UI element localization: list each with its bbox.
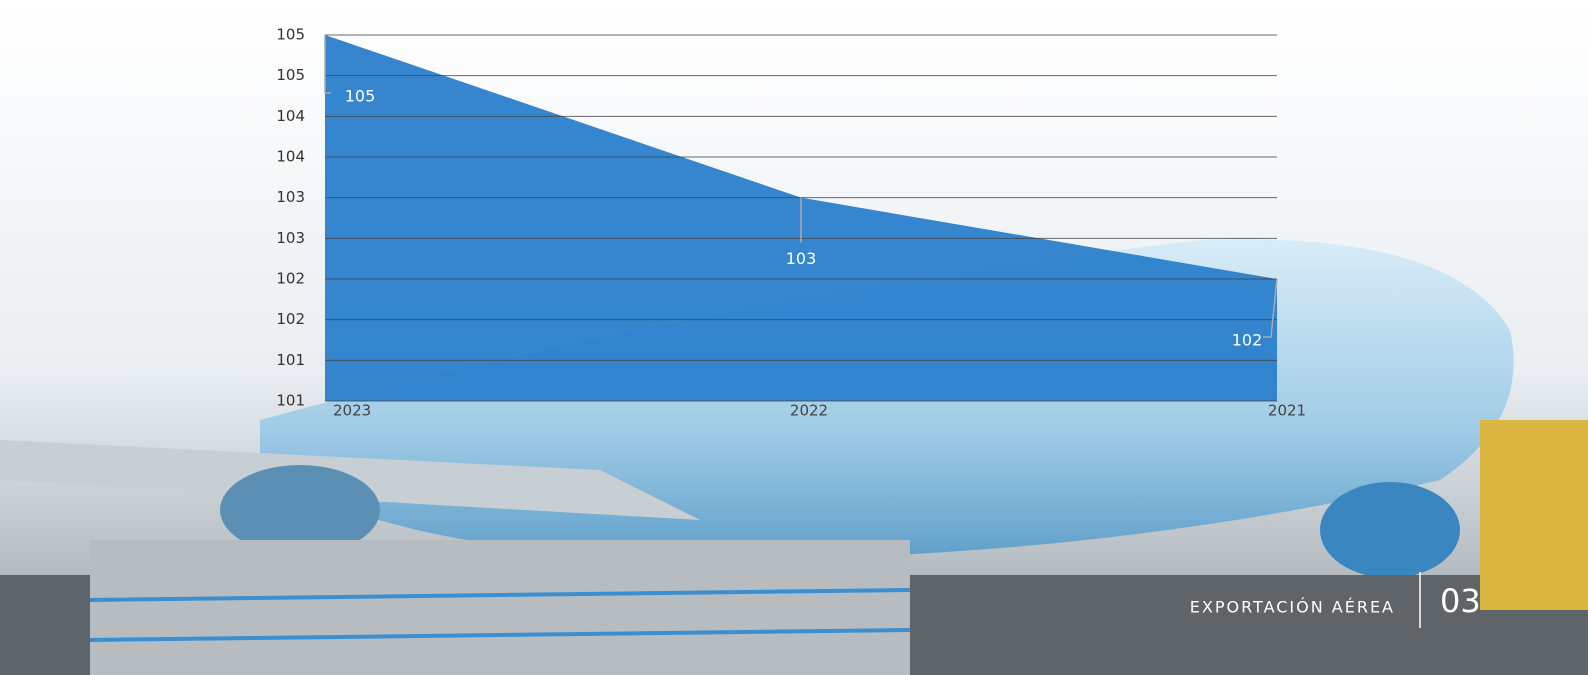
engine: [1320, 482, 1460, 578]
y-tick-label: 101: [276, 392, 305, 410]
loader: [1480, 420, 1588, 610]
x-tick-label: 2021: [1268, 402, 1306, 420]
section-title: EXPORTACIÓN AÉREA: [1190, 598, 1395, 617]
y-tick-label: 103: [276, 229, 305, 247]
data-label: 102: [1232, 331, 1263, 350]
y-tick-label: 105: [276, 66, 305, 84]
leader-line: [324, 35, 331, 94]
data-label: 105: [345, 87, 376, 106]
page-number: 03: [1440, 582, 1481, 620]
chart-layer: 101 101 102 102 103 103 104 104 105 105 2023 2022 20…: [276, 26, 1306, 420]
y-tick-label: 103: [276, 188, 305, 206]
y-tick-label: 101: [276, 351, 305, 369]
y-tick-label: 105: [276, 26, 305, 44]
x-tick-label: 2023: [333, 402, 371, 420]
leader-line: [1263, 278, 1278, 338]
data-label: 103: [786, 249, 817, 268]
cargo-strap: [89, 588, 911, 642]
y-tick-label: 104: [276, 107, 305, 125]
y-tick-label: 102: [276, 310, 305, 328]
x-tick-label: 2022: [790, 402, 828, 420]
engine: [220, 465, 380, 555]
cargo: [90, 540, 910, 675]
y-tick-label: 102: [276, 270, 305, 288]
y-tick-label: 104: [276, 148, 305, 166]
